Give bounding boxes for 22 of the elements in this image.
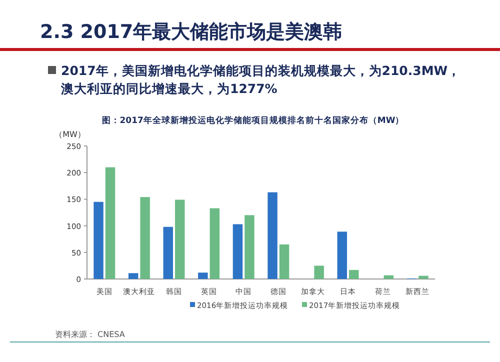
text: 资料来源： CNESA	[55, 330, 126, 339]
bar	[105, 167, 116, 279]
bar	[268, 192, 278, 279]
bar	[337, 232, 347, 279]
bar	[349, 270, 359, 279]
bar	[140, 197, 150, 279]
bar	[244, 215, 254, 279]
bar	[163, 226, 173, 279]
bar	[198, 272, 208, 279]
bar	[384, 275, 394, 279]
bar	[128, 273, 138, 279]
text: 2017年，美国新增电化学储能项目的装机规模最大，为210.3MW，澳大利亚的同比增速最大，为1277%	[60, 63, 461, 96]
chart-title: 2.3 2017年最大储能市场是美澳韩	[40, 21, 342, 43]
bar	[175, 200, 185, 279]
bar	[314, 266, 324, 279]
bar	[418, 276, 428, 279]
bar	[279, 244, 290, 279]
y-axis-title: （MW）	[54, 130, 86, 139]
bar	[232, 224, 243, 279]
bar	[94, 202, 104, 279]
chart-subtitle: 图：2017年全球新增投运电化学储能项目规模排名前十名国家分布（MW）	[102, 115, 404, 126]
bar	[210, 208, 220, 279]
